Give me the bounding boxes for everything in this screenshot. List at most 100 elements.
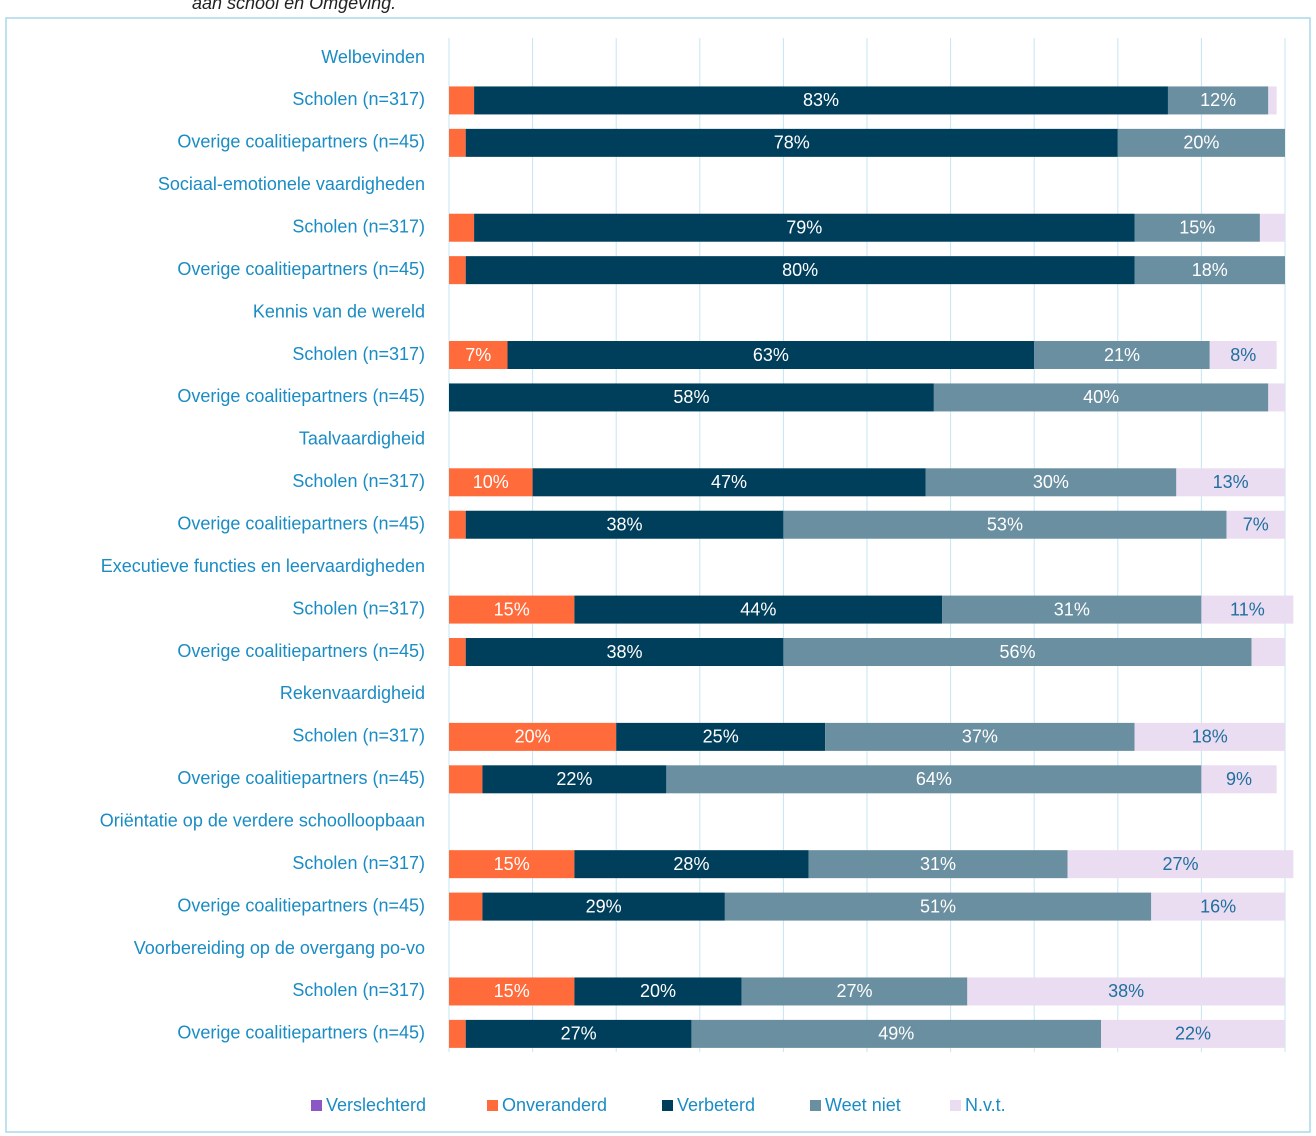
bar-segment [1067, 850, 1294, 879]
bar-segment [1251, 638, 1285, 667]
data-label: 15% [494, 981, 530, 1001]
legend-swatch [810, 1100, 821, 1111]
bar-segment [507, 341, 1035, 370]
data-label: 16% [1200, 896, 1236, 916]
bar-segment [449, 595, 575, 624]
data-label: 37% [962, 727, 998, 747]
data-label: 25% [703, 727, 739, 747]
bar-segment [1151, 892, 1285, 921]
category-label: Scholen (n=317) [292, 726, 425, 746]
bar-segment [1101, 1019, 1285, 1048]
legend-label: N.v.t. [965, 1095, 1006, 1115]
bar-segment [449, 977, 575, 1006]
bar-segment [1201, 595, 1294, 624]
bar-segment [1259, 213, 1285, 242]
bar-segment [449, 722, 617, 751]
data-label: 51% [920, 896, 956, 916]
data-label: 13% [1213, 472, 1249, 492]
data-label: 83% [803, 90, 839, 110]
data-label: 20% [1183, 133, 1219, 153]
bar-segment [574, 850, 809, 879]
category-label: Executieve functies en leervaardigheden [101, 556, 425, 576]
data-label: 49% [878, 1024, 914, 1044]
data-label: 21% [1104, 345, 1140, 365]
category-label: Welbevinden [321, 47, 425, 67]
bar-segment [1134, 722, 1285, 751]
bar-segment [1167, 86, 1269, 115]
data-label: 56% [999, 642, 1035, 662]
data-label: 38% [607, 514, 643, 534]
data-label: 22% [556, 769, 592, 789]
data-label: 31% [1054, 599, 1090, 619]
data-label: 79% [786, 217, 822, 237]
category-label: Overige coalitiepartners (n=45) [177, 259, 425, 279]
data-label: 58% [673, 387, 709, 407]
bar-segment [616, 722, 826, 751]
data-label: 38% [1108, 981, 1144, 1001]
data-label: 44% [740, 599, 776, 619]
bar-segment [449, 86, 475, 115]
bar-segment [1134, 256, 1285, 285]
category-label: Overige coalitiepartners (n=45) [177, 386, 425, 406]
category-label: Scholen (n=317) [292, 980, 425, 1000]
bar-segment [925, 468, 1177, 497]
data-label: 18% [1192, 727, 1228, 747]
data-label: 27% [1162, 854, 1198, 874]
bar-segment [449, 1019, 466, 1048]
legend-label: Weet niet [825, 1095, 901, 1115]
bar-segment [825, 722, 1135, 751]
data-label: 15% [494, 599, 530, 619]
data-label: 29% [586, 896, 622, 916]
bar-segment [783, 638, 1252, 667]
bar-segment [933, 383, 1269, 412]
bar-segment [465, 510, 784, 539]
bar-segment [449, 468, 533, 497]
bar-segment [1134, 213, 1260, 242]
bar-segment [1034, 341, 1210, 370]
category-label: Oriëntatie op de verdere schoolloopbaan [100, 810, 425, 830]
bar-segment [532, 468, 926, 497]
bar-segment [574, 977, 742, 1006]
category-label: Overige coalitiepartners (n=45) [177, 513, 425, 533]
category-label: Overige coalitiepartners (n=45) [177, 895, 425, 915]
category-label: Taalvaardigheid [299, 429, 425, 449]
legend-swatch [662, 1100, 673, 1111]
bar-segment [808, 850, 1068, 879]
bar-segment [724, 892, 1152, 921]
data-label: 11% [1230, 599, 1265, 619]
bar-segment [482, 765, 667, 794]
bar-segment [449, 128, 466, 157]
bar-segment [449, 383, 934, 412]
bar-segment [482, 892, 725, 921]
bar-segment [1201, 765, 1277, 794]
data-label: 7% [1243, 514, 1269, 534]
bar-segment [967, 977, 1285, 1006]
bar-segment [691, 1019, 1102, 1048]
bar-segment [1268, 383, 1285, 412]
bar-segment [449, 638, 466, 667]
data-label: 12% [1200, 90, 1236, 110]
data-label: 15% [1179, 217, 1215, 237]
category-label: Scholen (n=317) [292, 89, 425, 109]
category-label: Sociaal-emotionele vaardigheden [158, 174, 425, 194]
category-label: Kennis van de wereld [253, 301, 425, 321]
data-label: 15% [494, 854, 530, 874]
category-label: Overige coalitiepartners (n=45) [177, 132, 425, 152]
bar-segment [465, 638, 784, 667]
bar-segment [1176, 468, 1285, 497]
data-label: 47% [711, 472, 747, 492]
category-label: Scholen (n=317) [292, 598, 425, 618]
bar-segment [574, 595, 943, 624]
bar-segment [465, 128, 1118, 157]
bar-segment [474, 86, 1168, 115]
category-label: Overige coalitiepartners (n=45) [177, 641, 425, 661]
bar-segment [783, 510, 1227, 539]
category-label: Scholen (n=317) [292, 853, 425, 873]
legend-label: Verslechterd [326, 1095, 426, 1115]
legend-swatch [311, 1100, 322, 1111]
bar-segment [741, 977, 968, 1006]
data-label: 28% [673, 854, 709, 874]
category-label: Voorbereiding op de overgang po-vo [134, 938, 425, 958]
data-label: 20% [515, 727, 551, 747]
